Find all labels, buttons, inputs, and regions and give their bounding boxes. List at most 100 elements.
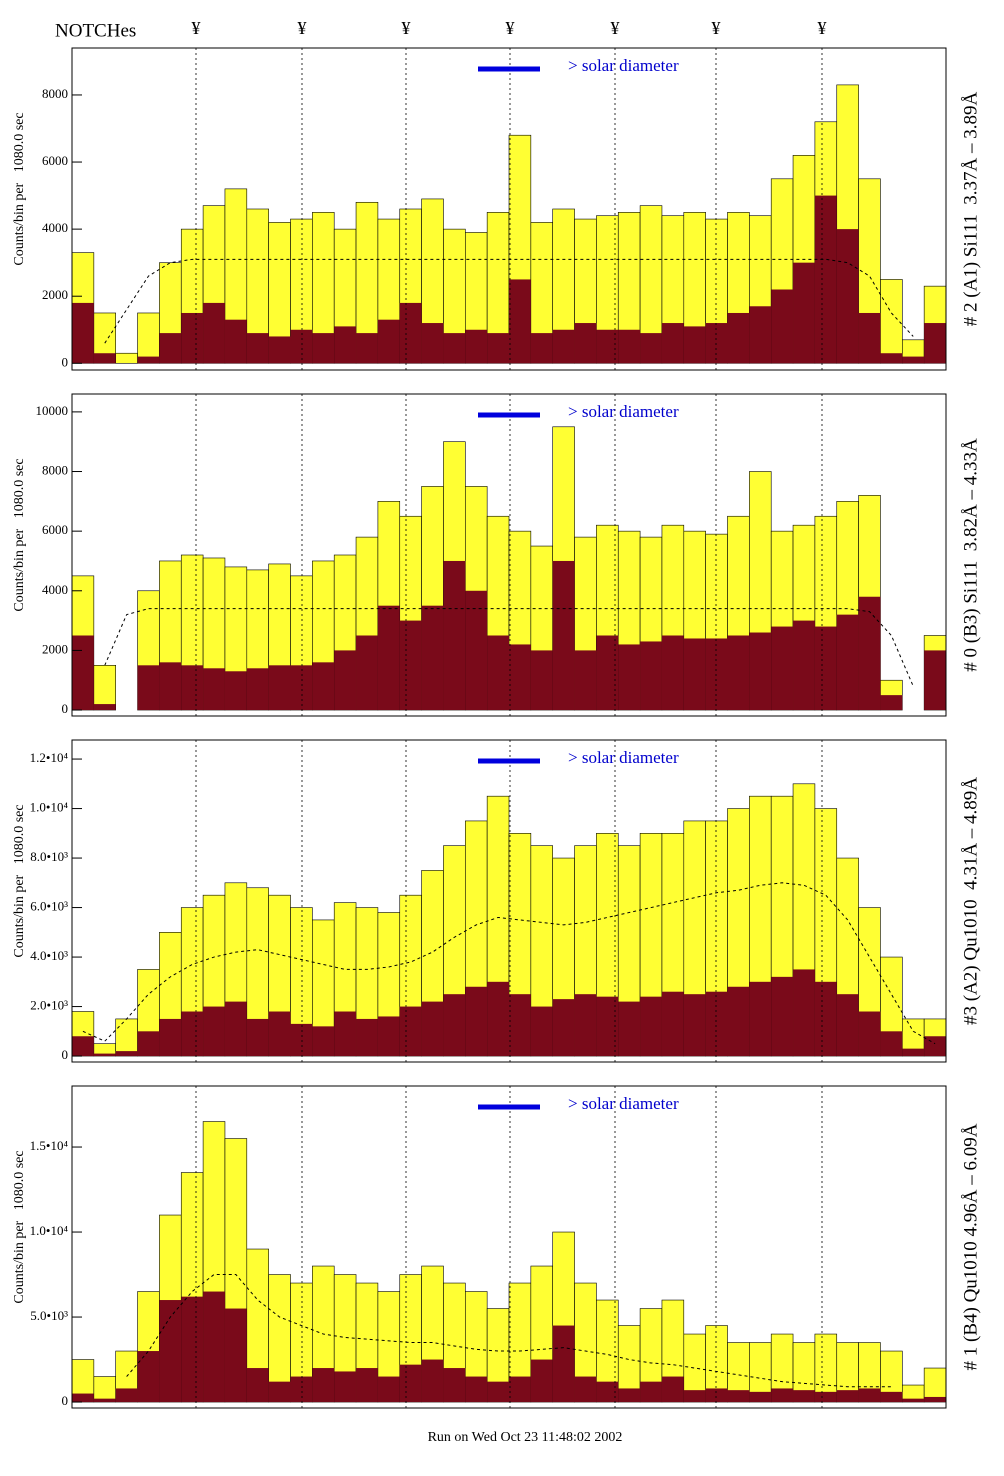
histogram-bin: [487, 981, 509, 1057]
histogram-bin: [705, 323, 728, 364]
plot-frame: [71, 393, 947, 717]
histogram-bin: [793, 620, 815, 711]
histogram-bin: [421, 605, 444, 711]
histogram-bin: [246, 668, 269, 711]
histogram-bin: [814, 626, 837, 711]
histogram-bin: [618, 1388, 641, 1403]
histogram-bin: [421, 323, 444, 364]
histogram-bin: [683, 1390, 706, 1403]
histogram-bin: [159, 1018, 182, 1057]
histogram-bin: [880, 1391, 903, 1403]
histogram-bin: [509, 994, 531, 1057]
histogram-bin: [487, 333, 509, 364]
histogram-bin: [399, 1364, 422, 1403]
y-tick-label: 0: [62, 1047, 69, 1062]
histogram-bin: [923, 1367, 947, 1403]
histogram-bin: [814, 1391, 837, 1403]
legend-label: > solar diameter: [568, 56, 679, 75]
histogram-bin: [465, 329, 488, 364]
histogram-bin: [596, 329, 619, 364]
legend-label: > solar diameter: [568, 1094, 679, 1113]
plot-frame: [71, 1085, 947, 1409]
histogram-bin: [356, 1018, 378, 1057]
histogram-bin: [836, 229, 859, 364]
y-tick-label: 8000: [42, 86, 68, 101]
histogram-bin: [93, 1398, 116, 1403]
y-tick-label: 0: [62, 701, 69, 716]
histogram-bin: [93, 704, 116, 711]
histogram-bin: [312, 1368, 335, 1403]
trend-line: [126, 1274, 892, 1388]
histogram-bin: [246, 1018, 269, 1057]
histogram-bin: [203, 302, 225, 364]
notch-mark: ¥: [298, 18, 307, 38]
y-tick-label: 2000: [42, 641, 68, 656]
y-tick-label: 6000: [42, 522, 68, 537]
histogram-bin: [72, 302, 94, 364]
histogram-bin: [749, 632, 772, 711]
histogram-bin: [574, 1376, 597, 1403]
histogram-bin: [115, 1388, 138, 1403]
histogram-bin: [858, 596, 881, 711]
y-tick-label: 5.0•10³: [30, 1308, 68, 1323]
histogram-bin: [224, 319, 247, 364]
histogram-bin: [661, 323, 684, 364]
histogram-bin: [924, 650, 946, 711]
histogram-bin: [509, 279, 531, 364]
histogram-bin: [661, 991, 684, 1057]
histogram-bin: [377, 1016, 400, 1057]
histogram-bin: [771, 289, 794, 364]
histogram-bin: [399, 620, 422, 711]
panel-title: # 1 (B4) Qu1010 4.96Å – 6.09Å: [960, 1123, 981, 1370]
histogram-bin: [574, 994, 597, 1057]
histogram-bin: [312, 1026, 335, 1057]
histogram-bin: [596, 996, 619, 1057]
y-tick-label: 4000: [42, 220, 68, 235]
panel-title: # 2 (A1) Si111 3.37Å – 3.89Å: [960, 91, 981, 326]
y-tick-label: 8.0•10³: [30, 849, 68, 864]
histogram-bin: [443, 994, 466, 1057]
histogram-bin: [72, 1393, 94, 1403]
histogram-bin: [377, 605, 400, 711]
histogram-bin: [334, 1371, 357, 1403]
histogram-bin: [596, 1381, 619, 1403]
histogram-bin: [749, 1391, 772, 1403]
y-tick-label: 2.0•10³: [30, 998, 68, 1013]
histogram-bin: [487, 635, 509, 711]
notch-mark: ¥: [192, 18, 201, 38]
histogram-bin: [793, 969, 815, 1057]
histogram-bin: [224, 1001, 247, 1057]
y-tick-label: 10000: [36, 403, 69, 418]
notch-mark: ¥: [611, 18, 620, 38]
histogram-bin: [858, 312, 881, 364]
y-tick-label: 6.0•10³: [30, 899, 68, 914]
histogram-bin: [159, 333, 182, 364]
y-tick-label: 6000: [42, 153, 68, 168]
histogram-bin: [159, 662, 182, 711]
y-axis-label: Counts/bin per 1080.0 sec: [12, 804, 27, 957]
notches-label: NOTCHes: [55, 20, 136, 41]
histogram-bin: [224, 671, 247, 711]
histogram-bin: [705, 638, 728, 711]
histogram-bin: [618, 644, 641, 711]
trend-line: [104, 258, 914, 344]
histogram-bin: [814, 195, 837, 364]
histogram-bin: [683, 994, 706, 1057]
panel-title: # 0 (B3) Si111 3.82Å – 4.33Å: [960, 438, 981, 672]
histogram-bin: [640, 1381, 662, 1403]
histogram-bin: [246, 333, 269, 364]
histogram-bin: [618, 329, 641, 364]
histogram-bin: [661, 1376, 684, 1403]
histogram-bin: [640, 996, 662, 1057]
notch-mark: ¥: [712, 18, 721, 38]
histogram-bin: [137, 356, 160, 364]
histogram-bin: [334, 326, 357, 364]
histogram-bin: [443, 1368, 466, 1403]
histogram-bin: [137, 1351, 160, 1403]
plot-frame: [71, 739, 947, 1063]
histogram-bin: [377, 1376, 400, 1403]
histogram-bin: [356, 333, 378, 364]
notch-mark: ¥: [818, 18, 827, 38]
y-tick-label: 4000: [42, 582, 68, 597]
histogram-bin: [312, 333, 335, 364]
